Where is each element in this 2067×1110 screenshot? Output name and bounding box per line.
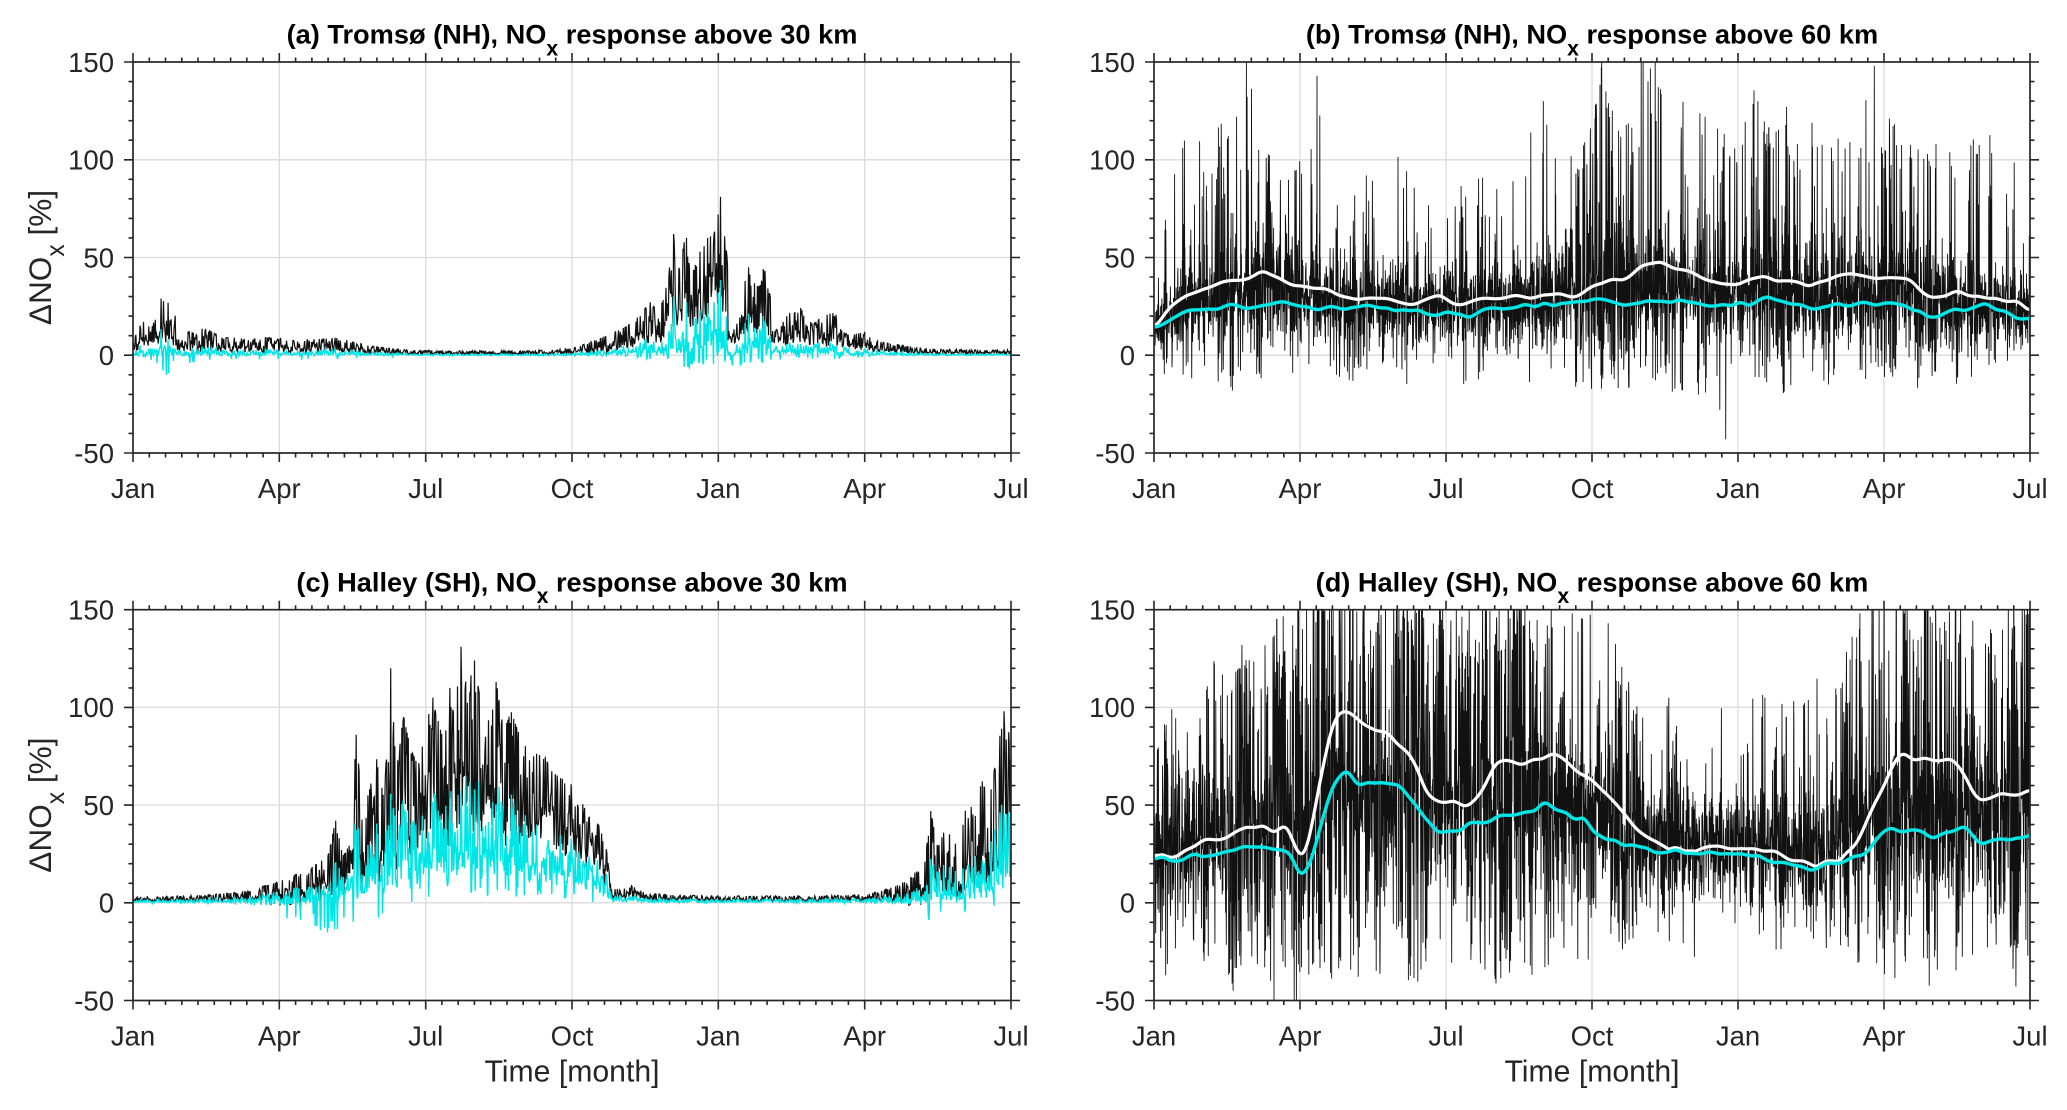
svg-text:150: 150 bbox=[68, 595, 114, 626]
svg-text:Jan: Jan bbox=[696, 473, 740, 504]
svg-text:Jan: Jan bbox=[111, 1021, 155, 1052]
svg-text:Apr: Apr bbox=[843, 473, 886, 504]
svg-text:Apr: Apr bbox=[258, 473, 301, 504]
svg-text:Oct: Oct bbox=[551, 1021, 594, 1052]
svg-text:Jul: Jul bbox=[2012, 1021, 2047, 1052]
svg-text:-50: -50 bbox=[74, 985, 114, 1016]
svg-text:150: 150 bbox=[1089, 595, 1135, 626]
svg-text:Jan: Jan bbox=[1716, 1021, 1760, 1052]
svg-text:Jul: Jul bbox=[1428, 473, 1463, 504]
svg-text:Jan: Jan bbox=[1716, 473, 1760, 504]
svg-text:Jul: Jul bbox=[408, 1021, 443, 1052]
svg-text:Jul: Jul bbox=[2012, 473, 2047, 504]
svg-text:-50: -50 bbox=[1095, 985, 1135, 1016]
svg-text:Time [month]: Time [month] bbox=[1504, 1056, 1679, 1089]
svg-text:-50: -50 bbox=[74, 438, 114, 469]
svg-text:Oct: Oct bbox=[1571, 1021, 1614, 1052]
svg-text:0: 0 bbox=[1120, 340, 1135, 371]
svg-text:100: 100 bbox=[68, 692, 114, 723]
svg-text:Jan: Jan bbox=[1132, 473, 1176, 504]
svg-text:Jan: Jan bbox=[1132, 1021, 1176, 1052]
svg-text:Jul: Jul bbox=[408, 473, 443, 504]
svg-text:Oct: Oct bbox=[551, 473, 594, 504]
svg-text:-50: -50 bbox=[1095, 438, 1135, 469]
svg-text:150: 150 bbox=[1089, 47, 1135, 78]
svg-text:50: 50 bbox=[83, 790, 114, 821]
svg-text:0: 0 bbox=[99, 888, 114, 919]
svg-text:Jul: Jul bbox=[993, 473, 1028, 504]
svg-text:Apr: Apr bbox=[843, 1021, 886, 1052]
svg-text:Apr: Apr bbox=[258, 1021, 301, 1052]
svg-text:Jan: Jan bbox=[696, 1021, 740, 1052]
svg-text:0: 0 bbox=[1120, 888, 1135, 919]
svg-text:100: 100 bbox=[68, 145, 114, 176]
svg-text:100: 100 bbox=[1089, 145, 1135, 176]
svg-text:Jul: Jul bbox=[1428, 1021, 1463, 1052]
svg-text:Apr: Apr bbox=[1863, 473, 1906, 504]
svg-text:50: 50 bbox=[1104, 242, 1135, 273]
svg-text:Jul: Jul bbox=[993, 1021, 1028, 1052]
svg-text:50: 50 bbox=[1104, 790, 1135, 821]
svg-text:Jan: Jan bbox=[111, 473, 155, 504]
svg-text:Apr: Apr bbox=[1279, 1021, 1322, 1052]
svg-text:Time [month]: Time [month] bbox=[484, 1056, 659, 1089]
svg-text:Apr: Apr bbox=[1863, 1021, 1906, 1052]
svg-text:0: 0 bbox=[99, 340, 114, 371]
svg-text:50: 50 bbox=[83, 242, 114, 273]
svg-text:Apr: Apr bbox=[1279, 473, 1322, 504]
svg-text:Oct: Oct bbox=[1571, 473, 1614, 504]
svg-text:100: 100 bbox=[1089, 692, 1135, 723]
svg-text:150: 150 bbox=[68, 47, 114, 78]
